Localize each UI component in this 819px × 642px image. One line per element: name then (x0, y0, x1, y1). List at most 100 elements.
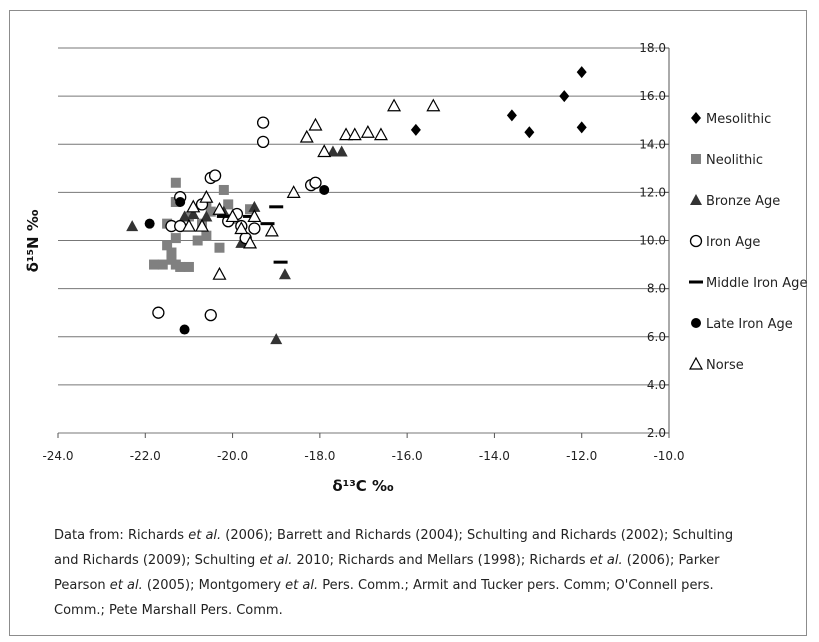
neolithic-point (214, 242, 225, 253)
caption-text: 2010; Richards and Mellars (1998); Richa… (292, 553, 590, 568)
bronze-age-point (326, 145, 339, 157)
middle-iron-age-point (216, 214, 231, 218)
x-axis: -24.0 -22.0 -20.0 -18.0 -16.0 -14.0 -12.0 -10.0 (42, 433, 685, 463)
bronze-age-point (187, 208, 200, 220)
norse-point (225, 209, 240, 223)
y-tick-label: 8.0 (647, 282, 666, 296)
mesolithic-point (576, 66, 587, 79)
norse-point (212, 201, 227, 215)
mesolithic-point (524, 126, 535, 139)
norse-point (234, 221, 249, 235)
legend-marker-mesolithic (691, 112, 701, 124)
data-source-caption: Data from: Richards et al. (2006); Barre… (54, 523, 814, 623)
legend-marker-neolithic (691, 154, 701, 164)
bronze-age-point (248, 200, 261, 212)
neolithic-point (192, 235, 203, 246)
y-tick-label: 6.0 (647, 330, 666, 344)
bronze-age-point (200, 210, 213, 222)
norse-point (426, 98, 441, 112)
y-tick-label: 12.0 (639, 185, 666, 199)
bronze-age-point (126, 220, 139, 232)
caption-text: (2006); Parker (622, 553, 720, 568)
legend-label-iron-age: Iron Age (706, 235, 760, 250)
norse-point (373, 127, 388, 141)
bronze-age-point (335, 145, 348, 157)
legend-marker-norse (688, 356, 704, 370)
caption-text: Pearson (54, 578, 110, 593)
neolithic-point (205, 206, 216, 217)
iron-age-point (208, 169, 222, 182)
caption-etal: et al. (285, 578, 319, 593)
caption-text: and Richards (2009); Schulting (54, 553, 260, 568)
caption-text: Pers. Comm.; Armit and Tucker pers. Comm… (318, 578, 714, 593)
iron-age-point (152, 306, 165, 319)
norse-point (299, 129, 314, 143)
legend-marker-middle-iron-age (689, 280, 703, 284)
norse-point (339, 127, 354, 141)
neolithic-point (170, 233, 181, 244)
late-iron-age-point (319, 184, 330, 195)
iron-age-point (248, 222, 261, 235)
norse-point (212, 266, 227, 280)
scatter-chart: 2.04.06.08.010.012.014.016.018.0 -24.0 -2… (24, 41, 807, 495)
bronze-age-point (278, 268, 291, 280)
middle-iron-age-point (260, 222, 275, 226)
legend: Mesolithic Neolithic Bronze Age Iron Age Mid… (688, 112, 807, 373)
bronze-age-point (270, 333, 283, 345)
iron-age-point (204, 308, 217, 322)
y-tick-label: 4.0 (647, 378, 666, 392)
neolithic-point (166, 247, 177, 258)
x-tick-label: -18.0 (304, 449, 335, 463)
caption-etal: et al. (188, 528, 222, 543)
norse-point (286, 185, 301, 198)
norse-point (247, 209, 262, 223)
norse-point (181, 218, 196, 232)
norse-point (360, 124, 375, 138)
y-axis: 2.0 4.0 6.0 8.0 10.0 12.0 14.0 16.0 18.0 (639, 41, 666, 440)
x-tick-label: -16.0 (392, 449, 423, 463)
neolithic-point (162, 240, 173, 251)
legend-label-late-iron-age: Late Iron Age (706, 317, 793, 332)
norse-point (387, 98, 402, 112)
y-tick-label: 16.0 (639, 89, 666, 103)
norse-point (308, 117, 323, 131)
legend-label-neolithic: Neolithic (706, 153, 763, 168)
gridlines (58, 47, 670, 434)
x-tick-label: -10.0 (653, 449, 684, 463)
x-tick-label: -20.0 (217, 449, 248, 463)
caption-text: Data from: Richards (54, 528, 189, 543)
caption-text: (2006); Barrett and Richards (2004); Sch… (221, 528, 734, 543)
iron-age-point (309, 176, 322, 189)
y-tick-label: 2.0 (647, 426, 666, 440)
mesolithic-point (576, 121, 587, 134)
legend-marker-late-iron-age (691, 318, 701, 328)
norse-point (264, 223, 279, 237)
neolithic-point (201, 230, 212, 241)
mesolithic-point (410, 123, 421, 136)
norse-point (317, 144, 332, 158)
neolithic-point (218, 184, 229, 195)
x-tick-label: -12.0 (566, 449, 597, 463)
caption-text: (2005); Montgomery (142, 578, 286, 593)
middle-iron-age-point (273, 260, 288, 264)
legend-label-middle-iron-age: Middle Iron Age (706, 276, 807, 291)
x-tick-label: -22.0 (130, 449, 161, 463)
y-tick-label: 18.0 (639, 41, 666, 55)
norse-point (186, 199, 201, 213)
y-tick-label: 14.0 (639, 137, 666, 151)
neolithic-point (170, 177, 181, 188)
x-tick-label: -24.0 (42, 449, 73, 463)
legend-label-bronze-age: Bronze Age (706, 194, 780, 209)
neolithic-point (157, 259, 168, 270)
chart-frame: 2.0 4.0 6.0 8.0 10.0 12.0 14.0 16.0 18.0 -24.0 -2… (9, 10, 807, 636)
neolithic-point (183, 261, 194, 272)
late-iron-age-point (175, 197, 186, 207)
y-axis-title: δ¹⁵N ‰ (24, 209, 42, 272)
norse-point (243, 235, 258, 249)
middle-iron-age-point (269, 205, 284, 209)
iron-age-point (256, 135, 270, 148)
neolithic-point (149, 259, 160, 270)
caption-text: Comm.; Pete Marshall Pers. Comm. (54, 603, 283, 618)
norse-point (199, 189, 214, 203)
caption-etal: et al. (259, 553, 293, 568)
